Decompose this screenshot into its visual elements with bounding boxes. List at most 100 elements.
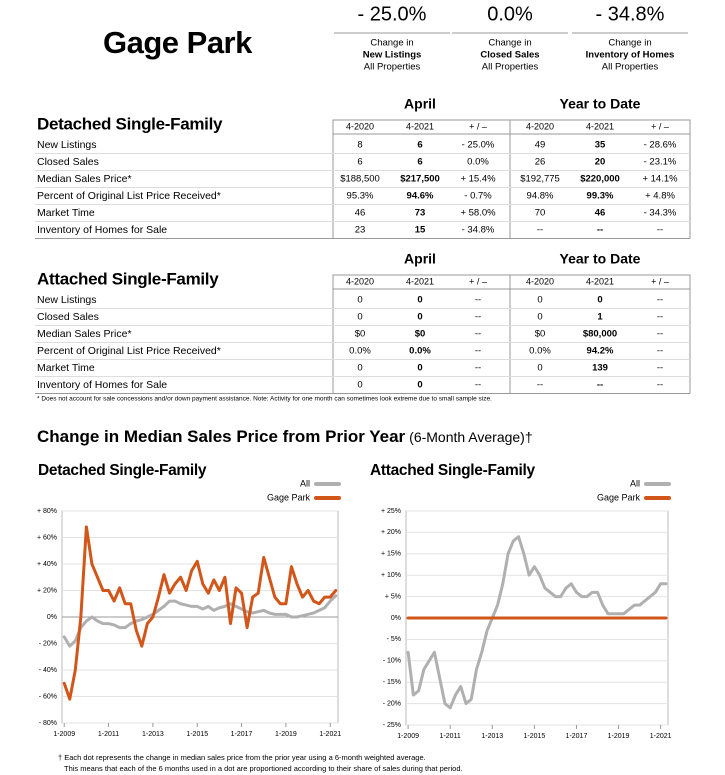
table-cell: -- <box>657 363 663 374</box>
table-cell: $188,500 <box>340 174 380 185</box>
y-tick-label: - 60% <box>39 693 57 700</box>
table-cell: $220,000 <box>580 174 620 185</box>
table-cell: 26 <box>535 157 546 168</box>
table-cell: 0 <box>597 295 602 306</box>
series-line <box>62 525 338 701</box>
column-header: 4-2021 <box>586 276 614 286</box>
row-label: Inventory of Homes for Sale <box>37 224 167 236</box>
table-cell: 0 <box>357 380 362 391</box>
y-tick-label: + 10% <box>381 572 401 579</box>
table-cell: -- <box>475 346 481 357</box>
legend-label: Gage Park <box>267 492 311 502</box>
column-header: 4-2020 <box>526 121 554 131</box>
table-cell: $0 <box>355 329 366 340</box>
row-label: New Listings <box>37 294 97 306</box>
y-tick-label: - 10% <box>383 658 401 665</box>
stat-value: - 25.0% <box>358 3 427 25</box>
table-cell: 49 <box>535 140 546 151</box>
y-tick-label: - 15% <box>383 679 401 686</box>
table-cell: -- <box>657 346 663 357</box>
row-label: Inventory of Homes for Sale <box>37 379 167 391</box>
table-cell: -- <box>597 380 603 391</box>
table-cell: $0 <box>535 329 546 340</box>
table-cell: -- <box>475 363 481 374</box>
chart-title: Attached Single-Family <box>370 462 535 479</box>
y-tick-label: + 40% <box>37 561 57 568</box>
column-header: + / – <box>469 121 487 131</box>
y-tick-label: - 25% <box>383 722 401 729</box>
table-cell: 70 <box>535 208 546 219</box>
table-cell: 46 <box>355 208 366 219</box>
x-tick-label: 1-2009 <box>53 731 75 738</box>
x-tick-label: 1-2017 <box>231 731 253 738</box>
table-cell: -- <box>657 295 663 306</box>
y-tick-label: + 20% <box>381 529 401 536</box>
y-tick-label: 0% <box>47 614 57 621</box>
table-cell: -- <box>657 329 663 340</box>
y-tick-label: + 20% <box>37 587 57 594</box>
column-header: 4-2020 <box>526 276 554 286</box>
table-cell: 94.2% <box>587 346 614 357</box>
row-label: New Listings <box>37 139 97 151</box>
x-tick-label: 1-2013 <box>481 733 503 740</box>
legend-label: All <box>630 478 640 488</box>
table-cell: 8 <box>357 140 362 151</box>
table-cell: 94.8% <box>527 191 554 202</box>
series-line <box>406 535 668 710</box>
table-cell: $192,775 <box>520 174 560 185</box>
table-cell: - 34.3% <box>644 208 677 219</box>
row-label: Closed Sales <box>37 311 99 323</box>
table-cell: 0.0% <box>467 157 489 168</box>
column-header: 4-2021 <box>406 276 434 286</box>
table-cell: 0 <box>417 312 422 323</box>
table-cell: + 58.0% <box>460 208 496 219</box>
table-cell: 0 <box>537 363 542 374</box>
table-cell: 6 <box>357 157 362 168</box>
column-header: + / – <box>651 276 669 286</box>
table-cell: $80,000 <box>583 329 617 340</box>
header-box <box>332 119 691 135</box>
table-note: * Does not account for sale concessions … <box>37 396 492 403</box>
stat-label: Change in <box>608 38 651 49</box>
row-label: Closed Sales <box>37 156 99 168</box>
table-cell: -- <box>475 312 481 323</box>
table-cell: -- <box>475 380 481 391</box>
table-title: Detached Single-Family <box>37 114 223 133</box>
table-cell: + 15.4% <box>460 174 496 185</box>
x-tick-label: 1-2019 <box>275 731 297 738</box>
x-tick-label: 1-2015 <box>186 731 208 738</box>
table-cell: 0.0% <box>409 346 431 357</box>
table-cell: 23 <box>355 225 366 236</box>
stat-label: New Listings <box>363 50 422 61</box>
legend-label: All <box>300 478 310 488</box>
table-cell: -- <box>537 380 543 391</box>
table-cell: 99.3% <box>587 191 614 202</box>
x-tick-label: 1-2011 <box>440 733 461 740</box>
row-label: Percent of Original List Price Received* <box>37 190 221 202</box>
y-tick-label: - 20% <box>39 640 57 647</box>
table-cell: -- <box>475 295 481 306</box>
table-cell: + 14.1% <box>642 174 678 185</box>
column-header: 4-2020 <box>346 276 374 286</box>
column-header: + / – <box>651 121 669 131</box>
table-cell: 139 <box>592 363 608 374</box>
stat-label: All Properties <box>482 62 539 73</box>
table-cell: -- <box>657 312 663 323</box>
row-label: Median Sales Price* <box>37 328 132 340</box>
table-title: Attached Single-Family <box>37 269 219 288</box>
stat-value: - 34.8% <box>596 3 665 25</box>
table-cell: -- <box>597 225 603 236</box>
y-tick-label: + 60% <box>37 534 57 541</box>
table-cell: + 4.8% <box>645 191 675 202</box>
table-cell: - 23.1% <box>644 157 677 168</box>
section-title-main: Change in Median Sales Price from Prior … <box>37 427 406 446</box>
table-cell: -- <box>475 329 481 340</box>
row-label: Percent of Original List Price Received* <box>37 345 221 357</box>
table-cell: 35 <box>595 140 606 151</box>
x-tick-label: 1-2011 <box>98 731 119 738</box>
legend-label: Gage Park <box>597 492 641 502</box>
row-label: Median Sales Price* <box>37 173 132 185</box>
series-line <box>62 594 338 648</box>
x-tick-label: 1-2015 <box>523 733 545 740</box>
